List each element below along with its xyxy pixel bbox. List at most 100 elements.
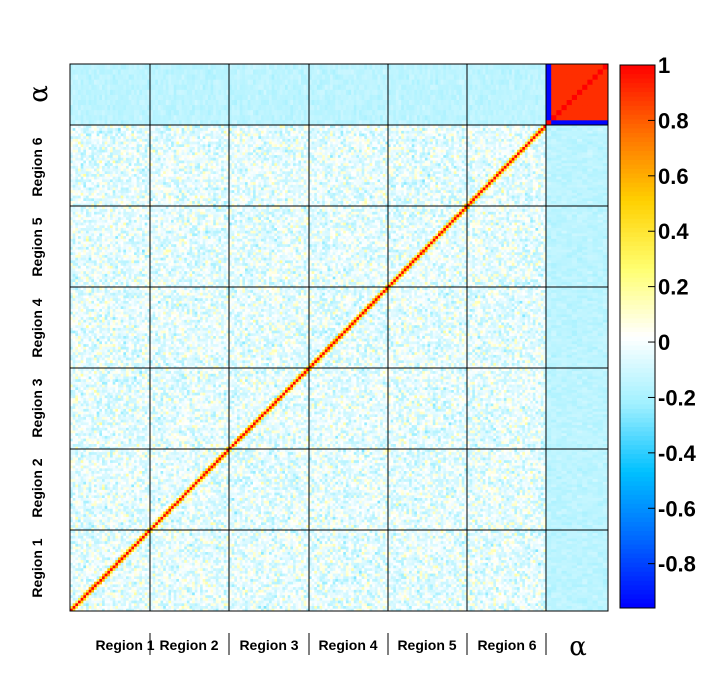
heatmap-cell [152,565,156,569]
heatmap-cell [94,600,98,604]
heatmap-cell [287,551,291,555]
heatmap-cell [524,578,528,582]
heatmap-cell [115,540,119,544]
heatmap-cell [597,592,604,596]
heatmap-cell [147,597,151,601]
heatmap-cell [430,575,434,579]
heatmap-cell [343,554,347,558]
heatmap-cell [380,557,384,561]
heatmap-cell [223,592,227,596]
heatmap-cell [351,578,355,582]
heatmap-cell [445,602,449,606]
heatmap-cell [123,540,127,544]
heatmap-cell [306,597,310,601]
heatmap-cell [587,562,593,566]
heatmap-cell [395,567,399,571]
heatmap-cell [587,589,593,593]
heatmap-cell [353,543,357,547]
heatmap-cell [495,557,499,561]
heatmap-cell [110,562,114,566]
heatmap-cell [495,581,499,585]
heatmap-cell [435,551,439,555]
heatmap-cell [144,584,148,588]
heatmap-cell [477,592,481,596]
heatmap-cell [401,546,405,550]
heatmap-cell [511,557,515,561]
heatmap-cell [480,573,484,577]
heatmap-cell [546,605,552,609]
heatmap-cell [295,594,299,598]
heatmap-cell [287,570,291,574]
heatmap-cell [351,567,355,571]
heatmap-cell [445,562,449,566]
heatmap-cell [587,575,593,579]
heatmap-cell [453,592,457,596]
heatmap-cell [501,592,505,596]
heatmap-cell [115,594,119,598]
heatmap-cell [112,548,116,552]
heatmap-cell [285,546,289,550]
heatmap-cell [223,605,227,609]
heatmap-cell [372,581,376,585]
heatmap-cell [282,570,286,574]
heatmap-cell [301,562,305,566]
heatmap-cell [123,608,127,612]
heatmap-cell [393,586,397,590]
heatmap-cell [139,557,143,561]
heatmap-cell [337,548,341,552]
heatmap-cell [498,543,502,547]
heatmap-cell [266,573,270,577]
heatmap-cell [120,567,124,571]
heatmap-cell [445,570,449,574]
heatmap-cell [509,543,513,547]
heatmap-cell [215,559,219,563]
heatmap-cell [435,594,439,598]
heatmap-cell [337,600,341,604]
heatmap-cell [509,608,513,612]
heatmap-cell [126,573,130,577]
heatmap-cell [306,567,310,571]
heatmap-cell [293,578,297,582]
heatmap-cell [403,565,407,569]
heatmap-cell [285,559,289,563]
heatmap-cell [279,600,283,604]
heatmap-cell [253,597,257,601]
heatmap-cell [311,567,315,571]
heatmap-cell [150,575,154,579]
heatmap-cell [234,608,238,612]
heatmap-cell [461,546,465,550]
heatmap-cell [535,548,539,552]
heatmap-cell [390,551,394,555]
heatmap-cell [88,562,92,566]
heatmap-cell [261,594,265,598]
heatmap-cell [150,594,154,598]
heatmap-cell [237,562,241,566]
heatmap-cell [390,546,394,550]
heatmap-cell [519,586,523,590]
heatmap-cell [532,575,536,579]
heatmap-cell [314,548,318,552]
heatmap-cell [353,554,357,558]
heatmap-cell [372,600,376,604]
heatmap-cell [456,605,460,609]
heatmap-cell [480,546,484,550]
heatmap-cell [469,600,473,604]
heatmap-cell [398,594,402,598]
heatmap-cell [194,605,198,609]
heatmap-cell [395,551,399,555]
heatmap-cell [261,540,265,544]
heatmap-cell [401,557,405,561]
heatmap-cell [282,592,286,596]
heatmap-cell [255,540,259,544]
heatmap-cell [131,540,135,544]
heatmap-cell [91,589,95,593]
heatmap-cell [123,605,127,609]
heatmap-cell [165,592,169,596]
heatmap-cell [290,548,294,552]
heatmap-cell [482,570,486,574]
heatmap-cell [377,592,381,596]
heatmap-cell [205,578,209,582]
heatmap-cell [448,594,452,598]
heatmap-cell [380,589,384,593]
heatmap-cell [226,589,230,593]
